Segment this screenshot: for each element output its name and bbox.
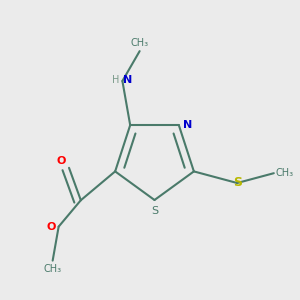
Text: N: N (123, 75, 133, 85)
Text: CH₃: CH₃ (130, 38, 149, 48)
Text: CH₃: CH₃ (275, 167, 294, 178)
Text: H: H (112, 75, 120, 85)
Text: S: S (151, 206, 158, 215)
Text: O: O (57, 156, 66, 166)
Text: CH₃: CH₃ (44, 264, 62, 274)
Text: O: O (46, 222, 56, 232)
Text: N: N (183, 120, 192, 130)
Text: S: S (233, 176, 242, 189)
